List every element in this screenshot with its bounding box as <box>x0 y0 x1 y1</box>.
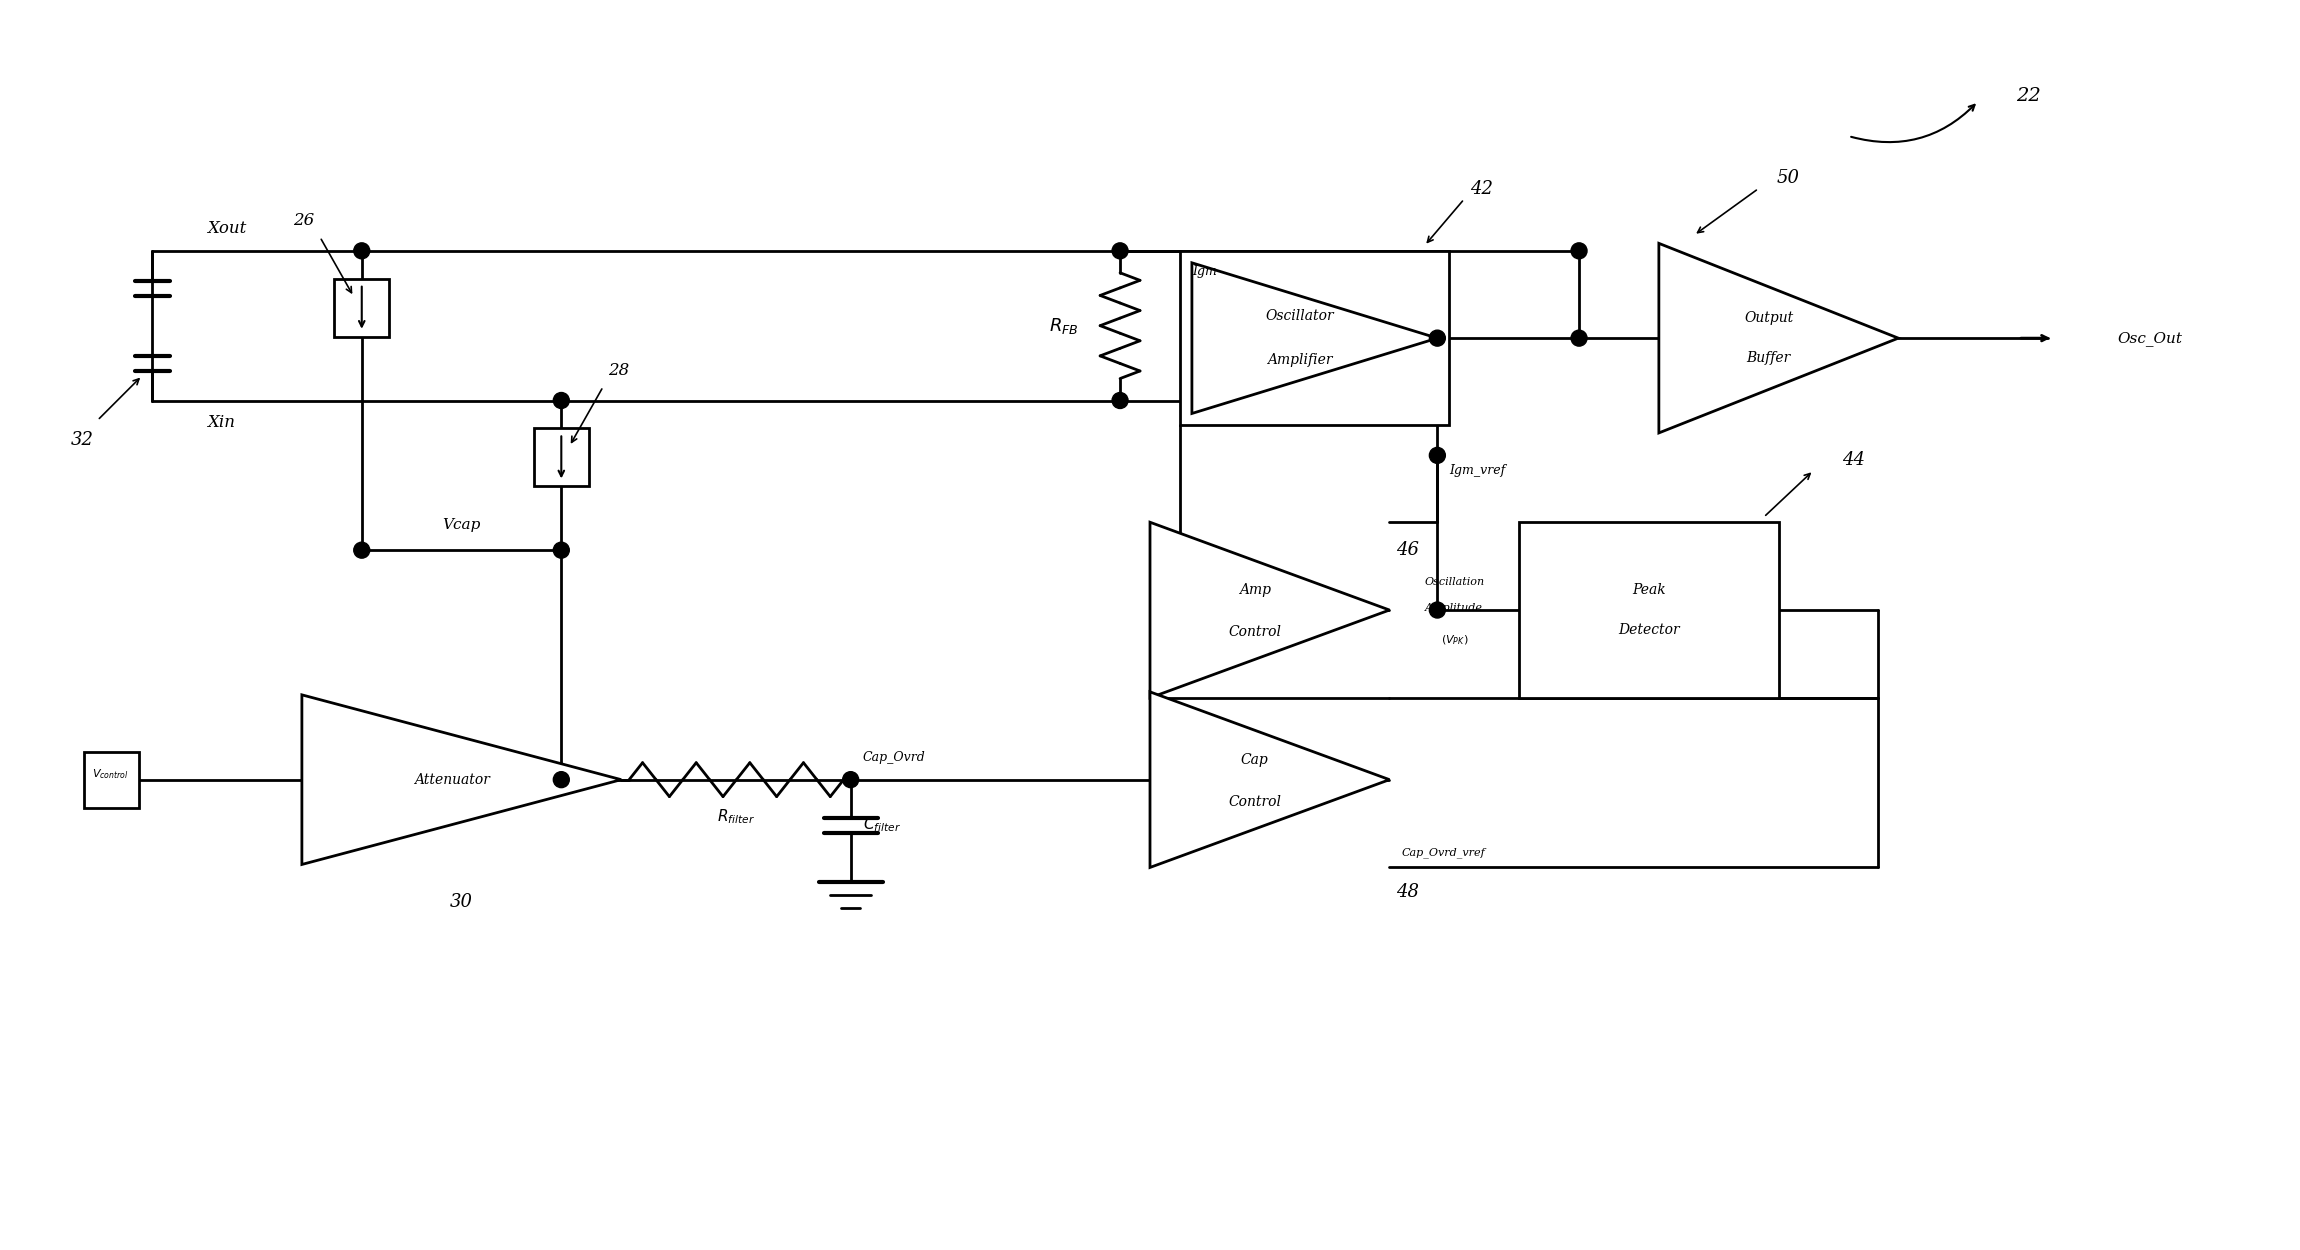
Text: Output: Output <box>1743 311 1794 325</box>
Text: Xin: Xin <box>207 414 235 431</box>
Text: Control: Control <box>1228 795 1281 809</box>
FancyBboxPatch shape <box>334 279 389 336</box>
Text: Igm_vref: Igm_vref <box>1449 464 1506 476</box>
FancyBboxPatch shape <box>1520 522 1778 698</box>
Text: 28: 28 <box>610 362 630 379</box>
Polygon shape <box>1191 262 1438 414</box>
Circle shape <box>554 542 570 559</box>
Circle shape <box>842 771 858 788</box>
Circle shape <box>1428 330 1444 346</box>
Circle shape <box>1428 448 1444 464</box>
Polygon shape <box>301 695 621 865</box>
Text: Xout: Xout <box>207 220 246 238</box>
FancyBboxPatch shape <box>1180 251 1449 425</box>
Circle shape <box>354 542 370 559</box>
Text: Osc_Out: Osc_Out <box>2118 331 2183 345</box>
Text: 48: 48 <box>1396 884 1419 901</box>
Text: Detector: Detector <box>1619 622 1679 638</box>
Text: Cap_Ovrd: Cap_Ovrd <box>862 751 925 764</box>
Text: Cap: Cap <box>1242 752 1270 766</box>
Circle shape <box>354 242 370 259</box>
Text: Igm: Igm <box>1191 265 1217 278</box>
Polygon shape <box>1150 691 1389 868</box>
Text: $(V_{PK})$: $(V_{PK})$ <box>1440 634 1467 646</box>
Text: 42: 42 <box>1470 180 1493 198</box>
Circle shape <box>554 392 570 409</box>
Text: $V_{control}$: $V_{control}$ <box>92 766 129 780</box>
Circle shape <box>1571 242 1587 259</box>
Text: Buffer: Buffer <box>1746 351 1792 365</box>
Text: Amplitude: Amplitude <box>1426 602 1484 612</box>
Text: $R_{filter}$: $R_{filter}$ <box>718 808 754 826</box>
Text: Amplifier: Amplifier <box>1267 352 1332 367</box>
Circle shape <box>554 771 570 788</box>
Circle shape <box>1571 330 1587 346</box>
Text: Amp: Amp <box>1240 582 1272 598</box>
Text: Oscillation: Oscillation <box>1424 578 1484 587</box>
Circle shape <box>1113 392 1127 409</box>
Text: 30: 30 <box>451 894 474 911</box>
Text: Control: Control <box>1228 625 1281 639</box>
Text: 50: 50 <box>1778 170 1801 187</box>
Polygon shape <box>1150 522 1389 698</box>
Text: 26: 26 <box>294 213 315 230</box>
Text: $R_{FB}$: $R_{FB}$ <box>1049 316 1079 336</box>
Text: $C_{filter}$: $C_{filter}$ <box>862 816 902 835</box>
FancyBboxPatch shape <box>85 751 140 808</box>
Text: Peak: Peak <box>1633 582 1665 598</box>
Text: Cap_Ovrd_vref: Cap_Ovrd_vref <box>1401 848 1486 858</box>
Circle shape <box>1113 242 1127 259</box>
Text: 32: 32 <box>71 431 94 450</box>
Text: 46: 46 <box>1396 541 1419 559</box>
Text: Oscillator: Oscillator <box>1265 309 1334 324</box>
Polygon shape <box>1658 244 1898 432</box>
FancyBboxPatch shape <box>534 429 589 486</box>
Circle shape <box>1428 602 1444 618</box>
Text: 22: 22 <box>2015 88 2040 105</box>
Text: Vcap: Vcap <box>442 519 481 532</box>
Text: Attenuator: Attenuator <box>414 772 490 786</box>
Text: 44: 44 <box>1842 451 1865 469</box>
